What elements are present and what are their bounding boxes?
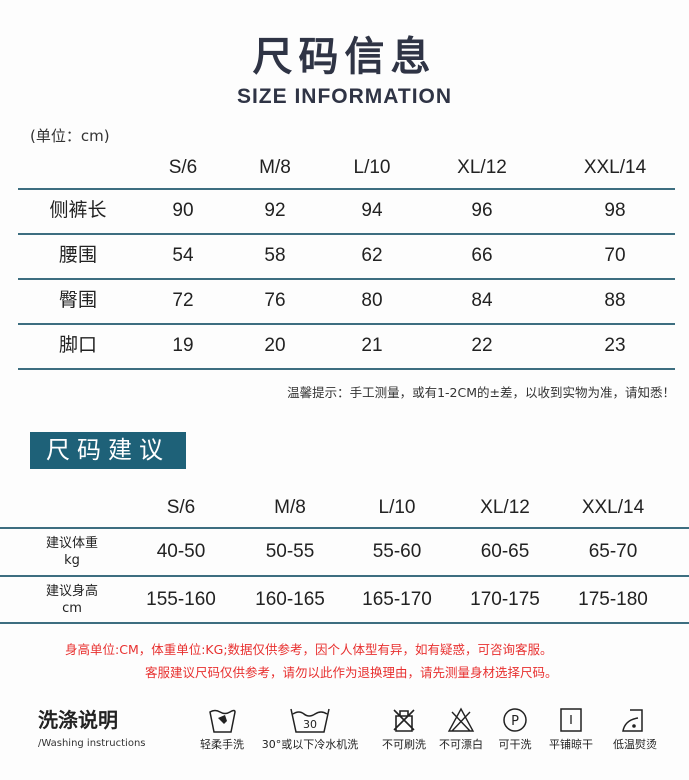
table-divider bbox=[0, 622, 689, 624]
washing-label: 不可漂白 bbox=[439, 738, 483, 751]
table-cell: 62 bbox=[361, 245, 383, 266]
column-header: M/8 bbox=[274, 497, 306, 518]
table-cell: 66 bbox=[471, 245, 493, 266]
row-unit: kg bbox=[64, 553, 80, 568]
table-divider bbox=[18, 323, 675, 325]
row-label: 侧裤长 bbox=[49, 199, 107, 221]
table-cell: 92 bbox=[264, 200, 286, 221]
row-label: 腰围 bbox=[58, 244, 98, 266]
table-cell: 175-180 bbox=[578, 589, 648, 610]
washing-label: 不可刷洗 bbox=[382, 738, 426, 751]
page-subtitle: SIZE INFORMATION bbox=[236, 85, 453, 108]
column-header: XL/12 bbox=[457, 157, 507, 178]
no-brush-icon bbox=[393, 709, 415, 732]
table-cell: 40-50 bbox=[156, 541, 206, 562]
svg-text:30: 30 bbox=[303, 718, 317, 731]
note-2: 客服建议尺码仅供参考，请勿以此作为退换理由，请先测量身材选择尺码。 bbox=[145, 665, 558, 680]
washing-label: 30°或以下冷水机洗 bbox=[261, 738, 359, 751]
machine-wash-30-icon: 30 bbox=[290, 708, 330, 733]
table-cell: 19 bbox=[172, 335, 194, 356]
table-divider bbox=[0, 527, 689, 529]
unit-label: (单位：cm) bbox=[30, 127, 110, 145]
table-cell: 60-65 bbox=[480, 541, 530, 562]
washing-title: 洗涤说明 bbox=[38, 708, 118, 732]
dry-flat-icon bbox=[560, 708, 582, 732]
column-header: L/10 bbox=[353, 157, 391, 178]
washing-label: 平铺晾干 bbox=[549, 738, 593, 751]
column-header: L/10 bbox=[378, 497, 416, 518]
table-cell: 23 bbox=[604, 335, 626, 356]
table-divider bbox=[0, 575, 689, 577]
table-divider bbox=[18, 233, 675, 235]
column-header: S/6 bbox=[168, 157, 198, 178]
table-cell: 170-175 bbox=[470, 589, 540, 610]
table-cell: 21 bbox=[361, 335, 383, 356]
table-cell: 90 bbox=[172, 200, 194, 221]
table-cell: 54 bbox=[172, 245, 194, 266]
table-cell: 94 bbox=[361, 200, 383, 221]
svg-text:P: P bbox=[511, 714, 519, 729]
table-cell: 22 bbox=[471, 335, 493, 356]
table-cell: 76 bbox=[264, 290, 286, 311]
dry-clean-icon: P bbox=[503, 708, 527, 732]
row-label: 臀围 bbox=[58, 289, 98, 311]
column-header: XL/12 bbox=[480, 497, 530, 518]
table-cell: 70 bbox=[604, 245, 626, 266]
column-header: XXL/14 bbox=[583, 157, 647, 178]
table-cell: 50-55 bbox=[265, 541, 315, 562]
measurement-tip: 温馨提示：手工测量，或有1-2CM的±差，以收到实物为准，请知悉！ bbox=[287, 385, 675, 400]
washing-label: 轻柔手洗 bbox=[200, 738, 244, 751]
column-header: S/6 bbox=[166, 497, 196, 518]
table-cell: 84 bbox=[471, 290, 493, 311]
row-unit: cm bbox=[62, 601, 82, 616]
note-1: 身高单位:CM，体重单位:KG;数据仅供参考，因个人体型有异，如有疑惑，可咨询客… bbox=[65, 642, 553, 657]
low-iron-icon bbox=[622, 709, 643, 732]
row-label: 脚口 bbox=[58, 334, 98, 356]
section-title-recommend: 尺码建议 bbox=[30, 432, 186, 469]
table-cell: 72 bbox=[172, 290, 194, 311]
table-cell: 20 bbox=[264, 335, 286, 356]
table-cell: 80 bbox=[361, 290, 383, 311]
table-divider bbox=[18, 278, 675, 280]
column-header: M/8 bbox=[259, 157, 291, 178]
page-title: 尺码信息 bbox=[252, 34, 437, 80]
table-cell: 155-160 bbox=[146, 589, 216, 610]
hand-wash-icon bbox=[209, 709, 236, 733]
row-label: 建议体重 bbox=[45, 536, 99, 551]
table-cell: 65-70 bbox=[588, 541, 638, 562]
table-cell: 160-165 bbox=[255, 589, 325, 610]
washing-label: 低温熨烫 bbox=[613, 738, 657, 751]
no-bleach-icon bbox=[447, 707, 475, 732]
table-cell: 58 bbox=[264, 245, 286, 266]
table-cell: 88 bbox=[604, 290, 626, 311]
table-divider bbox=[18, 368, 675, 370]
table-cell: 98 bbox=[604, 200, 626, 221]
table-cell: 55-60 bbox=[372, 541, 422, 562]
row-label: 建议身高 bbox=[45, 584, 99, 599]
table-cell: 96 bbox=[471, 200, 493, 221]
washing-label: 可干洗 bbox=[498, 738, 532, 751]
table-cell: 165-170 bbox=[362, 589, 432, 610]
column-header: XXL/14 bbox=[581, 497, 645, 518]
table-divider bbox=[18, 188, 675, 190]
washing-subtitle: /Washing instructions bbox=[38, 738, 146, 749]
